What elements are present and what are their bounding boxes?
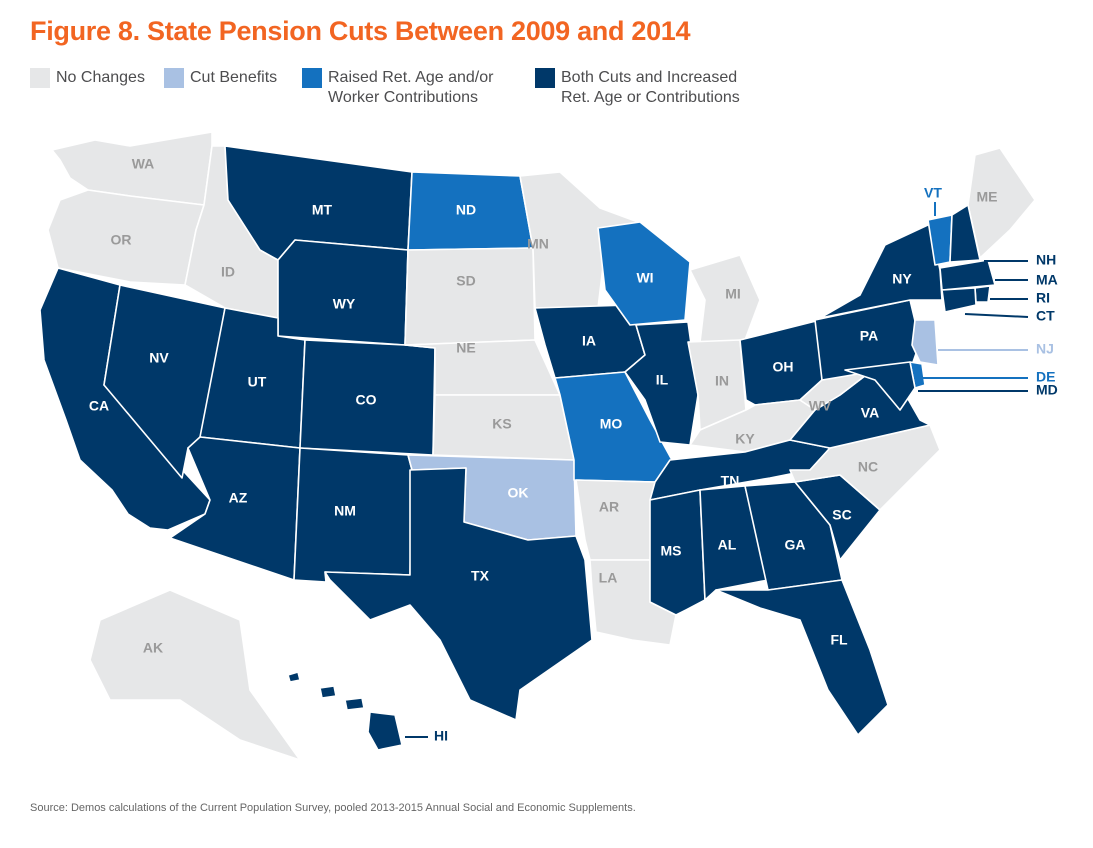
state-label-nc: NC — [858, 459, 878, 475]
state-label-mn: MN — [527, 236, 549, 252]
source-note: Source: Demos calculations of the Curren… — [30, 802, 636, 814]
state-label-tx: TX — [471, 568, 490, 584]
state-hi-part-3 — [344, 697, 365, 711]
state-label-nm: NM — [334, 503, 356, 519]
state-hi-part-1 — [287, 671, 301, 683]
state-label-ms: MS — [661, 543, 682, 559]
legend-item-no-changes: No Changes — [30, 68, 145, 88]
state-sd — [404, 247, 536, 346]
state-label-ak: AK — [143, 640, 163, 656]
state-nh — [949, 204, 981, 263]
state-ri — [974, 285, 991, 303]
state-nj — [911, 319, 939, 366]
state-label-ok: OK — [508, 485, 529, 501]
state-label-la: LA — [599, 570, 618, 586]
state-wi — [597, 221, 691, 326]
legend-label-cut-benefits: Cut Benefits — [190, 69, 278, 86]
legend-item-raised: Raised Ret. Age and/or Worker Contributi… — [302, 68, 493, 108]
legend-swatch-cut-benefits — [164, 68, 184, 88]
state-label-ma: MA — [1036, 272, 1058, 288]
state-label-nh: NH — [1036, 252, 1056, 268]
legend-item-both: Both Cuts and Increased Ret. Age or Cont… — [535, 68, 740, 108]
state-label-ri: RI — [1036, 290, 1050, 306]
state-md — [844, 361, 916, 411]
state-label-wy: WY — [333, 296, 356, 312]
state-label-in: IN — [715, 373, 729, 389]
state-ar — [575, 479, 656, 561]
state-label-pa: PA — [860, 328, 878, 344]
state-label-oh: OH — [773, 359, 794, 375]
state-label-co: CO — [356, 392, 377, 408]
state-label-hi: HI — [434, 728, 448, 744]
state-label-ca: CA — [89, 398, 109, 414]
state-label-de: DE — [1036, 369, 1055, 385]
state-hi-part-4 — [367, 711, 403, 751]
figure-title: Figure 8. State Pension Cuts Between 200… — [30, 16, 691, 46]
state-label-nj: NJ — [1036, 341, 1054, 357]
state-ct — [941, 287, 977, 313]
legend-label-no-changes: No Changes — [56, 69, 145, 86]
state-label-ia: IA — [582, 333, 596, 349]
state-label-id: ID — [221, 264, 235, 280]
state-tx — [324, 467, 593, 721]
state-label-mo: MO — [600, 416, 623, 432]
legend-swatch-both — [535, 68, 555, 88]
callout-line-ct — [964, 313, 1029, 318]
state-label-mt: MT — [312, 202, 333, 218]
state-label-wi: WI — [636, 270, 653, 286]
legend-swatch-no-changes — [30, 68, 50, 88]
state-ga — [744, 481, 843, 591]
state-label-az: AZ — [229, 490, 248, 506]
state-label-or: OR — [111, 232, 132, 248]
state-label-mi: MI — [725, 286, 741, 302]
state-label-fl: FL — [830, 632, 848, 648]
legend-item-cut-benefits: Cut Benefits — [164, 68, 277, 88]
state-label-ks: KS — [492, 416, 511, 432]
state-label-nv: NV — [149, 350, 169, 366]
state-label-ny: NY — [892, 271, 912, 287]
legend-swatch-raised — [302, 68, 322, 88]
state-ak — [89, 589, 301, 761]
state-label-wv: WV — [809, 398, 832, 414]
state-label-me: ME — [977, 189, 998, 205]
state-fl — [715, 579, 889, 736]
state-label-al: AL — [718, 537, 737, 553]
state-wy — [277, 239, 409, 346]
state-label-ut: UT — [248, 374, 267, 390]
state-label-sd: SD — [456, 273, 475, 289]
state-label-md: MD — [1036, 382, 1058, 398]
legend-label-both: Both Cuts and Increased Ret. Age or Cont… — [561, 69, 740, 106]
state-label-il: IL — [656, 372, 669, 388]
state-label-va: VA — [861, 405, 879, 421]
state-label-vt: VT — [924, 185, 942, 201]
state-label-wa: WA — [132, 156, 155, 172]
state-hi-part-2 — [319, 685, 337, 699]
state-label-ar: AR — [599, 499, 619, 515]
state-ma — [939, 259, 996, 291]
state-label-ga: GA — [785, 537, 806, 553]
state-label-tn: TN — [721, 473, 740, 489]
legend: No Changes Cut Benefits Raised Ret. Age … — [30, 68, 1070, 118]
state-or — [47, 189, 205, 286]
state-nc — [789, 424, 941, 511]
state-label-ky: KY — [735, 431, 755, 447]
legend-label-raised: Raised Ret. Age and/or Worker Contributi… — [328, 69, 494, 106]
state-label-sc: SC — [832, 507, 851, 523]
state-label-ct: CT — [1036, 308, 1055, 324]
state-label-nd: ND — [456, 202, 476, 218]
state-ny — [819, 223, 943, 319]
state-label-ne: NE — [456, 340, 475, 356]
